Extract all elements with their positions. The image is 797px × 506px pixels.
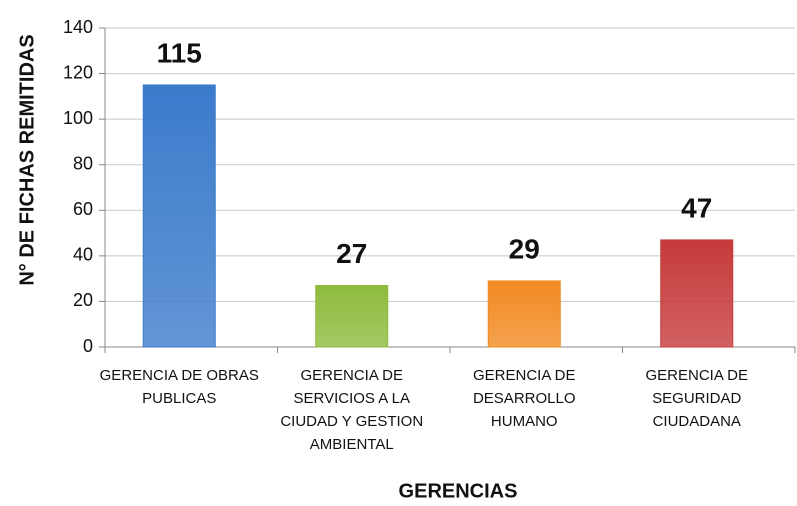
y-tick-label: 80: [73, 153, 93, 173]
x-tick-label: GERENCIA DE DESARROLLO HUMANO: [472, 367, 576, 430]
bar: [660, 239, 734, 348]
y-tick-label: 100: [63, 108, 93, 128]
y-tick-label: 0: [83, 336, 93, 356]
y-tick-label: 120: [63, 62, 93, 82]
y-tick-label: 40: [73, 245, 93, 265]
bar: [315, 284, 389, 348]
y-tick-label: 20: [73, 290, 93, 310]
x-tick-label: GERENCIA DE SEGURIDAD CIUDADANA: [645, 367, 749, 430]
y-axis-title: N° DE FICHAS REMITIDAS: [16, 34, 38, 285]
x-tick-label: GERENCIA DE OBRAS PUBLICAS: [99, 367, 259, 407]
data-label: 29: [509, 233, 540, 264]
data-label: 47: [681, 192, 712, 223]
y-tick-label: 60: [73, 199, 93, 219]
bar: [487, 280, 561, 348]
x-axis-title: GERENCIAS: [399, 480, 518, 502]
x-tick-label: GERENCIA DE SERVICIOS A LA CIUDAD Y GEST…: [280, 367, 424, 453]
bar: [142, 84, 216, 348]
data-label: 27: [336, 238, 367, 269]
y-tick-label: 140: [63, 17, 93, 37]
data-label: 115: [157, 37, 202, 68]
